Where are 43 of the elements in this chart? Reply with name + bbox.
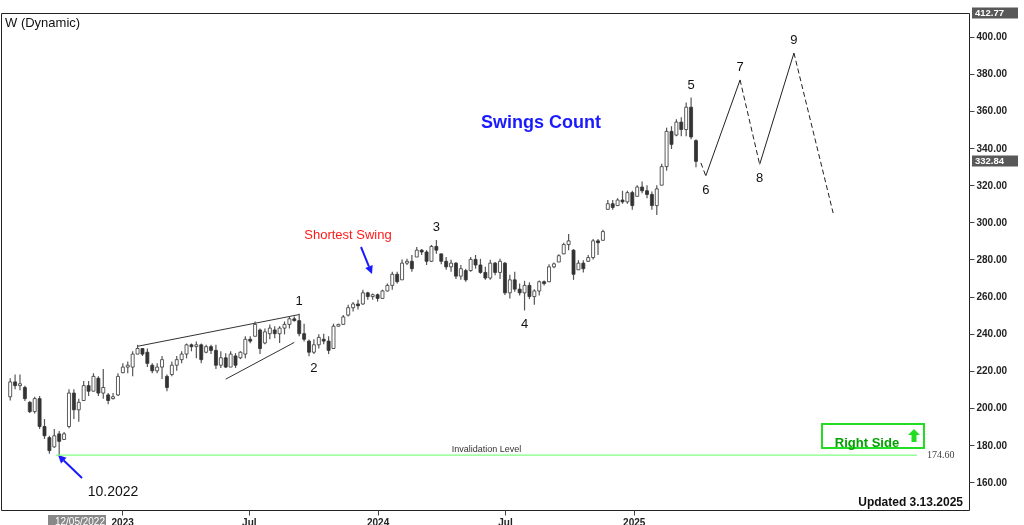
annotation: 4 (520, 316, 529, 332)
candlestick (654, 184, 659, 216)
x-tick-label: 2023 (111, 516, 135, 525)
candlestick (694, 138, 698, 168)
text: 412.77 (975, 7, 1005, 18)
y-tick-label: 380.00 (976, 68, 1008, 80)
y-tick-label: 360.00 (976, 105, 1008, 117)
annotation: 9 (790, 32, 798, 48)
y-tick-label: 320.00 (976, 179, 1008, 191)
annotation: Shortest Swing (304, 227, 392, 242)
annotation: 8 (756, 170, 764, 186)
candlestick (8, 377, 13, 402)
y-tick-label: 180.00 (976, 439, 1008, 451)
annotation: 3 (432, 218, 440, 234)
y-tick-label: 160.00 (976, 476, 1008, 488)
x-tick-label: 2025 (623, 516, 646, 525)
annotation: Updated 3.13.2025 (858, 495, 964, 509)
y-tick-label: 260.00 (976, 291, 1008, 303)
y-tick-label: 300.00 (976, 216, 1008, 228)
y-tick-label: 400.00 (976, 31, 1008, 43)
annotation: 6 (702, 181, 710, 197)
y-tick-label: 240.00 (976, 328, 1008, 340)
annotation: 5 (687, 76, 695, 92)
x-tick-label: Jul (242, 516, 257, 525)
candlestick (47, 435, 52, 455)
annotation: 1 (295, 292, 303, 308)
y-tick-label: 280.00 (976, 253, 1008, 265)
annotation: 7 (736, 58, 744, 74)
annotation: Swings Count (481, 112, 601, 132)
x-tick-label: 2024 (366, 516, 390, 525)
candlestick (409, 254, 414, 273)
chart-title: W (Dynamic) (5, 15, 81, 30)
text: 332.84 (975, 155, 1005, 166)
annotation: 2 (310, 360, 318, 376)
y-tick-label: 340.00 (976, 142, 1008, 154)
annotation: 174.60 (927, 449, 955, 460)
y-tick-label: 200.00 (976, 402, 1008, 414)
annotation: 10.2022 (87, 483, 139, 499)
annotation: Right Side (834, 435, 900, 450)
x-tick-label: Jul (498, 516, 513, 525)
y-tick-label: 220.00 (976, 365, 1008, 377)
text: 12/05/2022 (54, 516, 106, 525)
ref-line-label: Invalidation Level (451, 444, 522, 455)
